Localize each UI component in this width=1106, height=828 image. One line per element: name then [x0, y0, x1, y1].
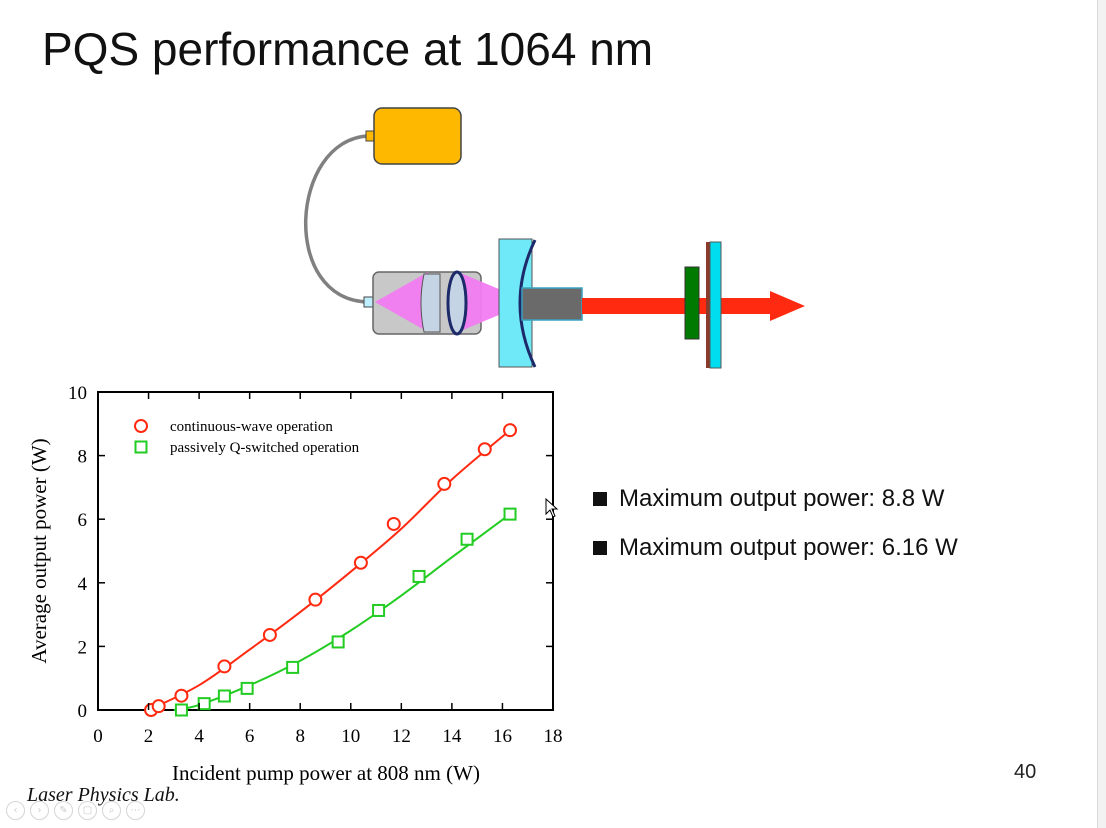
pqs-data-point [460, 532, 474, 546]
legend-marker-circle [134, 419, 148, 433]
next-icon[interactable]: › [30, 801, 49, 820]
plot-frame [97, 391, 554, 711]
pqs-data-point [197, 697, 211, 711]
pqs-data-point [331, 635, 345, 649]
legend-label: continuous-wave operation [170, 419, 333, 435]
input-mirror-curve [518, 239, 537, 368]
tick-labels: 0 2 4 6 8 10 12 14 16 18 0 2 4 6 8 10 [68, 383, 563, 747]
cw-data-point [151, 699, 166, 714]
legend-label: passively Q-switched operation [170, 440, 360, 456]
bullet-text: Maximum output power: 6.16 W [619, 533, 958, 561]
cw-data-point [262, 627, 277, 642]
pqs-data-point [286, 660, 300, 674]
pen-icon[interactable]: ✎ [54, 801, 73, 820]
pqs-data-point [412, 569, 426, 583]
slideshow-toolbar: ‹ › ✎ ▢ ⌕ ⋯ [6, 801, 145, 820]
collimating-lens [420, 273, 441, 333]
bullet-square-icon [593, 491, 607, 506]
cw-data-point [217, 659, 232, 674]
more-icon[interactable]: ⋯ [126, 801, 145, 820]
x-tick-label: 0 [93, 726, 103, 747]
focusing-lens [446, 270, 468, 336]
y-tick-label: 10 [68, 383, 87, 404]
bullet-square-icon [593, 540, 607, 555]
axis-ticks [97, 391, 554, 711]
cw-data-point [477, 442, 492, 457]
y-tick-label: 0 [78, 701, 88, 722]
y-tick-label: 6 [78, 510, 88, 531]
output-coupler [709, 241, 722, 369]
x-tick-label: 18 [544, 726, 563, 747]
cw-data-point [386, 516, 401, 531]
pump-light-cone-left [375, 272, 428, 332]
bullet-text: Maximum output power: 8.8 W [619, 484, 945, 512]
legend-marker-square [134, 440, 148, 454]
bullet-item: Maximum output power: 6.16 W [593, 523, 958, 572]
pqs-data-point [503, 507, 517, 521]
pqs-data-point [372, 603, 386, 617]
lab-name: Laser Physics Lab. [27, 784, 180, 806]
y-axis-label: Average output power (W) [27, 438, 51, 663]
x-tick-label: 4 [194, 726, 204, 747]
x-tick-label: 6 [245, 726, 255, 747]
x-tick-label: 8 [295, 726, 305, 747]
saturable-absorber [684, 266, 700, 340]
gain-crystal [521, 287, 583, 321]
key-results-list: Maximum output power: 8.8 W Maximum outp… [593, 474, 958, 572]
mouse-cursor-icon [545, 498, 559, 518]
zoom-icon[interactable]: ⌕ [102, 801, 121, 820]
pump-light-cone-right [458, 272, 530, 332]
y-tick-label: 4 [78, 574, 88, 595]
fit-lines [148, 429, 511, 711]
cw-data-point [437, 476, 452, 491]
x-tick-label: 10 [341, 726, 360, 747]
pqs-data-point [174, 703, 188, 717]
x-tick-label: 12 [392, 726, 411, 747]
pqs-data-point [240, 681, 254, 695]
y-tick-label: 8 [78, 447, 88, 468]
x-tick-label: 14 [442, 726, 462, 747]
fiber-cable [303, 134, 369, 304]
pump-source-box [373, 107, 462, 165]
output-coupler-coating [706, 242, 710, 368]
cw-data-point [174, 688, 189, 703]
prev-icon[interactable]: ‹ [6, 801, 25, 820]
cw-data-point [308, 592, 323, 607]
pqs-data-point [217, 689, 231, 703]
data-marks [144, 423, 518, 717]
y-tick-label: 2 [78, 637, 88, 658]
slides-icon[interactable]: ▢ [78, 801, 97, 820]
slide-title: PQS performance at 1064 nm [42, 23, 654, 75]
output-power-chart: 0 2 4 6 8 10 12 14 16 18 0 2 4 6 8 10 continuous-wave o… [27, 383, 563, 785]
laser-setup-diagram [303, 107, 805, 369]
x-axis-label: Incident pump power at 808 nm (W) [172, 761, 480, 785]
page-number: 40 [1014, 761, 1037, 783]
cw-data-point [503, 423, 518, 438]
cw-data-point [353, 555, 368, 570]
chart-legend: continuous-wave operation passively Q-swi… [134, 419, 360, 456]
x-tick-label: 2 [144, 726, 154, 747]
fit-line-series-2 [173, 513, 511, 711]
window-frame-edge [1097, 0, 1106, 828]
bullet-item: Maximum output power: 8.8 W [593, 474, 958, 523]
x-tick-label: 16 [493, 726, 512, 747]
fit-line-series-1 [148, 429, 511, 711]
